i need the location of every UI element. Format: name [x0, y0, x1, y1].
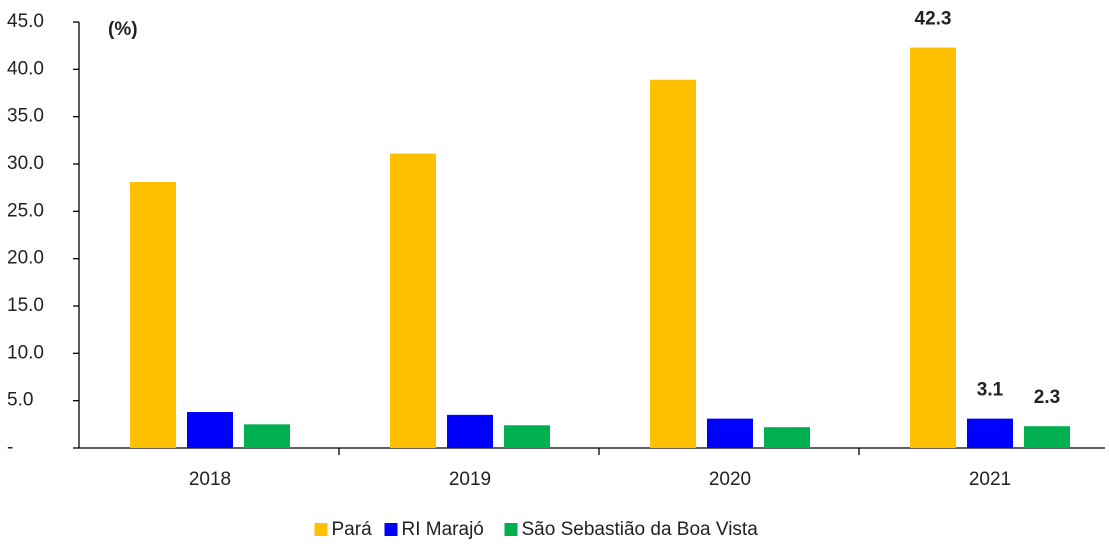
y-tick-label: 20.0	[7, 248, 44, 269]
x-tick-label: 2021	[969, 469, 1011, 490]
y-tick-label: -	[7, 437, 13, 458]
x-tick-label: 2018	[189, 469, 231, 490]
bar	[187, 412, 233, 448]
data-label: 2.3	[1034, 387, 1060, 408]
y-tick-label: 5.0	[7, 390, 33, 411]
data-label: 42.3	[915, 9, 952, 30]
bar	[707, 418, 753, 448]
bar	[1024, 426, 1070, 448]
y-tick-label: 35.0	[7, 106, 44, 127]
x-tick-label: 2019	[449, 469, 491, 490]
bar	[244, 424, 290, 448]
legend-swatch	[384, 523, 398, 536]
x-tick-label: 2020	[709, 469, 751, 490]
legend-label: Pará	[332, 519, 373, 540]
y-tick-label: 45.0	[7, 11, 44, 32]
bar	[504, 425, 550, 448]
y-tick-label: 25.0	[7, 200, 44, 221]
legend-swatch	[504, 523, 518, 536]
y-tick-label: 40.0	[7, 58, 44, 79]
y-tick-label: 10.0	[7, 342, 44, 363]
legend-label: São Sebastião da Boa Vista	[522, 519, 759, 540]
legend-swatch	[314, 523, 328, 536]
bar	[650, 79, 696, 448]
bar	[910, 47, 956, 449]
unit-annotation: (%)	[108, 19, 138, 40]
legend-label: RI Marajó	[402, 519, 484, 540]
bar	[447, 414, 493, 448]
bar	[764, 427, 810, 448]
bar	[390, 153, 436, 448]
data-label: 3.1	[977, 380, 1004, 401]
bar	[967, 418, 1013, 448]
y-tick-label: 30.0	[7, 153, 44, 174]
bar	[130, 181, 176, 448]
y-tick-label: 15.0	[7, 295, 44, 316]
